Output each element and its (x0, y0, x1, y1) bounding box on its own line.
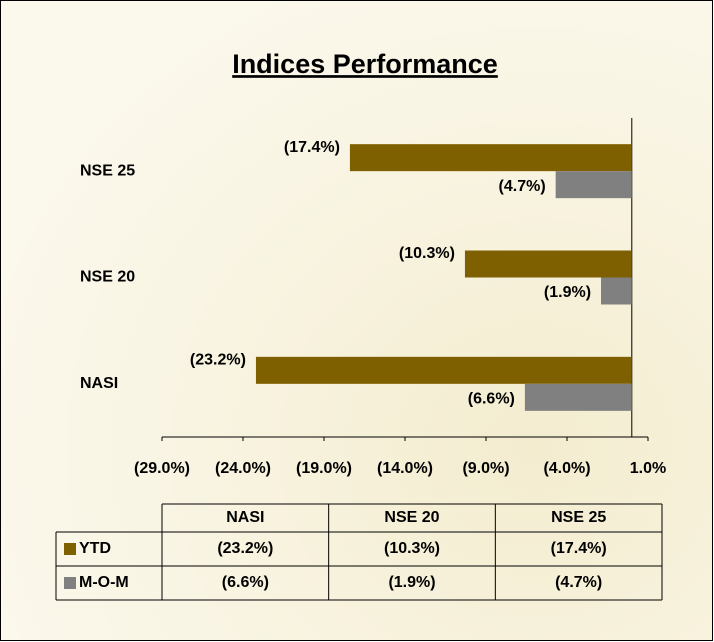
table-header: NSE 20 (384, 509, 439, 526)
legend-label: M-O-M (79, 574, 129, 591)
x-tick-label: (19.0%) (296, 460, 352, 477)
chart-title: Indices Performance (232, 49, 498, 79)
table-header: NSE 25 (551, 509, 606, 526)
x-tick-label: 1.0% (630, 460, 666, 477)
table-cell: (10.3%) (384, 540, 440, 557)
data-label: (17.4%) (284, 139, 340, 156)
y-tick-label: NASI (80, 375, 118, 392)
bar (555, 171, 632, 199)
bar (349, 144, 632, 172)
x-tick-label: (14.0%) (377, 460, 433, 477)
data-label: (6.6%) (468, 391, 515, 408)
x-tick-label: (29.0%) (134, 460, 190, 477)
legend-swatch (64, 577, 76, 589)
legend-swatch (64, 543, 76, 555)
bar (255, 356, 632, 384)
x-tick-label: (24.0%) (215, 460, 271, 477)
table-cell: (1.9%) (388, 574, 435, 591)
data-label: (4.7%) (499, 178, 546, 195)
x-tick-label: (4.0%) (543, 460, 590, 477)
bar (464, 250, 632, 278)
table-header: NASI (226, 509, 264, 526)
table-cell: (17.4%) (551, 540, 607, 557)
legend-label: YTD (79, 540, 111, 557)
data-label: (10.3%) (399, 245, 455, 262)
table-cell: (4.7%) (555, 574, 602, 591)
data-label: (23.2%) (190, 352, 246, 369)
table-cell: (23.2%) (217, 540, 273, 557)
y-tick-label: NSE 25 (80, 162, 135, 179)
bar (601, 277, 632, 305)
y-tick-label: NSE 20 (80, 269, 135, 286)
bar (524, 383, 632, 411)
table-cell: (6.6%) (222, 574, 269, 591)
x-tick-label: (9.0%) (462, 460, 509, 477)
data-label: (1.9%) (544, 284, 591, 301)
